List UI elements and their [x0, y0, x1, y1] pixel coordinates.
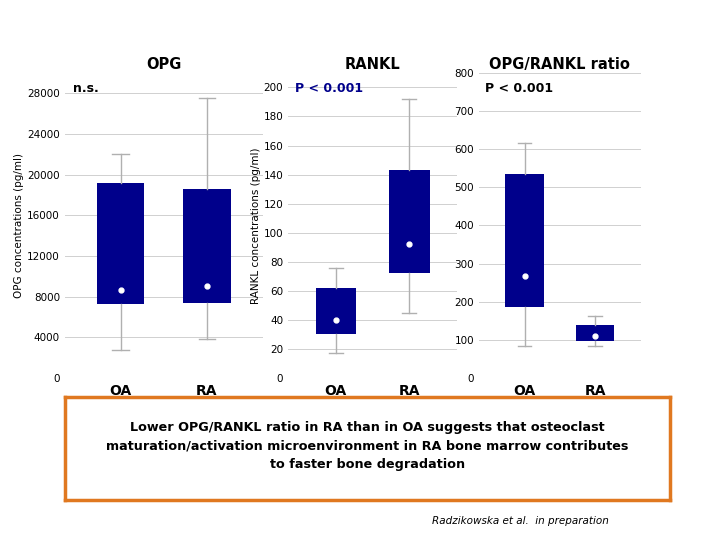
FancyBboxPatch shape: [97, 183, 145, 304]
Text: P < 0.001: P < 0.001: [485, 82, 554, 95]
Text: n.s.: n.s.: [73, 82, 99, 95]
Text: P < 0.001: P < 0.001: [294, 82, 363, 95]
Title: RANKL: RANKL: [345, 57, 400, 72]
Y-axis label: OPG concentrations (pg/ml): OPG concentrations (pg/ml): [14, 153, 24, 298]
FancyBboxPatch shape: [505, 174, 544, 307]
FancyBboxPatch shape: [315, 288, 356, 334]
FancyBboxPatch shape: [183, 189, 230, 303]
Title: OPG: OPG: [146, 57, 181, 72]
Title: OPG/RANKL ratio: OPG/RANKL ratio: [490, 57, 630, 72]
Y-axis label: RANKL concentrations (pg/ml): RANKL concentrations (pg/ml): [251, 147, 261, 303]
FancyBboxPatch shape: [576, 326, 614, 341]
Text: Lower OPG/RANKL ratio in RA than in OA suggests that osteoclast
maturation/activ: Lower OPG/RANKL ratio in RA than in OA s…: [106, 421, 629, 471]
FancyBboxPatch shape: [389, 170, 430, 273]
Text: Radzikowska et al.  in preparation: Radzikowska et al. in preparation: [432, 516, 609, 526]
Text: Levels of soluble RANKL and OPG in bone marrow plasma: Levels of soluble RANKL and OPG in bone …: [56, 25, 664, 44]
